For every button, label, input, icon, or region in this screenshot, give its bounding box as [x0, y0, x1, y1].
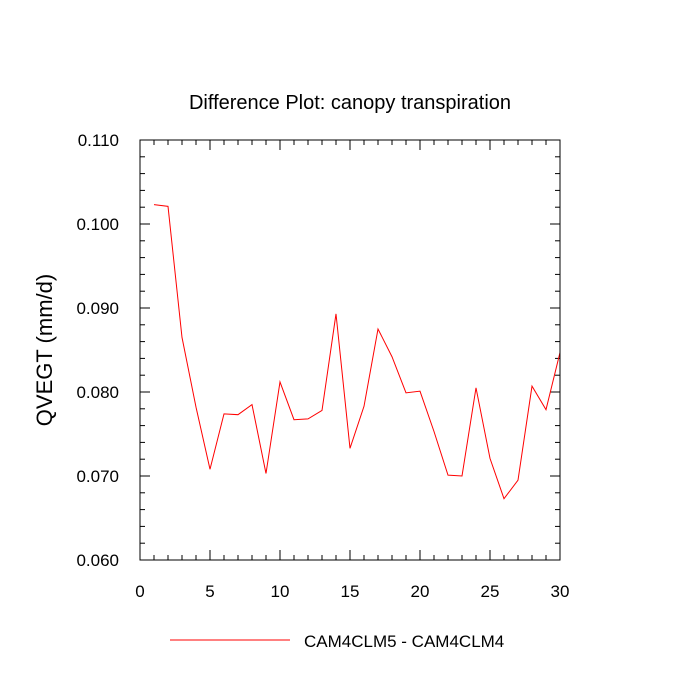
- x-tick-label: 20: [411, 582, 430, 601]
- y-tick-label: 0.110: [78, 131, 119, 150]
- x-tick-labels: 0 5 10 15 20 25 30: [135, 582, 569, 601]
- y-tick-label: 0.080: [76, 383, 119, 402]
- legend-label: CAM4CLM5 - CAM4CLM4: [304, 632, 504, 651]
- y-axis-label: QVEGT (mm/d): [32, 274, 57, 426]
- x-tick-label: 0: [135, 582, 144, 601]
- y-tick-label: 0.070: [76, 467, 119, 486]
- x-tick-label: 30: [551, 582, 570, 601]
- x-tick-label: 10: [271, 582, 290, 601]
- series-group: [153, 204, 561, 500]
- y-tick-labels: 0.060 0.070 0.080 0.090 0.100 0.110: [76, 131, 119, 570]
- x-tick-label: 25: [481, 582, 500, 601]
- series-line: [153, 204, 561, 500]
- major-ticks: [139, 139, 561, 561]
- x-tick-label: 15: [341, 582, 360, 601]
- minor-ticks: [140, 140, 560, 560]
- chart-title: Difference Plot: canopy transpiration: [189, 92, 511, 114]
- legend: CAM4CLM5 - CAM4CLM4: [170, 632, 504, 651]
- y-tick-label: 0.090: [76, 299, 119, 318]
- y-tick-label: 0.060: [76, 551, 119, 570]
- plot-frame: [139, 139, 561, 561]
- x-tick-label: 5: [205, 582, 214, 601]
- y-tick-label: 0.100: [76, 215, 119, 234]
